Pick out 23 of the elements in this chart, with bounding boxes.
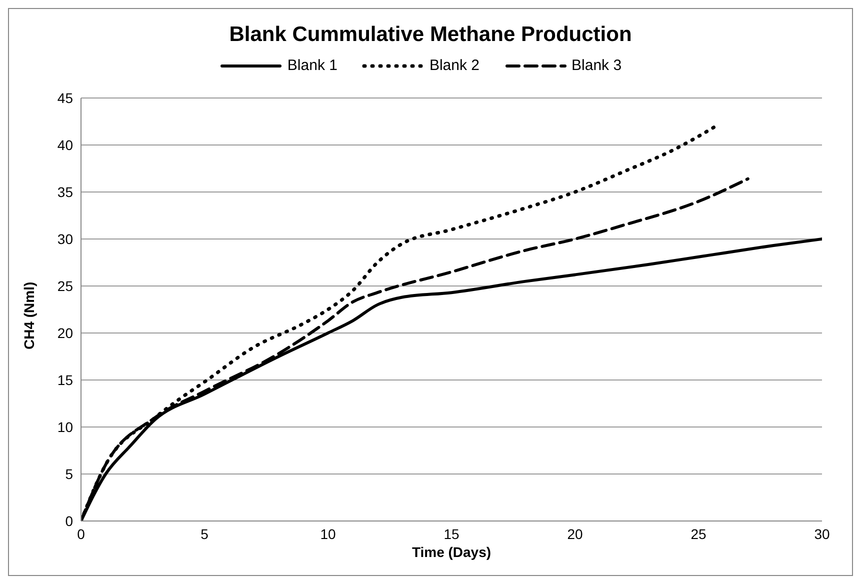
legend-label: Blank 2 (429, 57, 480, 74)
x-tick-label: 10 (320, 526, 336, 542)
x-axis-title: Time (Days) (412, 544, 492, 560)
x-tick-label: 15 (444, 526, 460, 542)
y-tick-label: 30 (57, 230, 74, 247)
y-tick-label: 0 (65, 512, 74, 529)
y-tick-label: 15 (57, 372, 74, 388)
chart-title: Blank Cummulative Methane Production (228, 23, 633, 47)
x-tick-label: 30 (814, 526, 830, 542)
y-tick-label: 10 (57, 418, 74, 435)
y-tick-label: 35 (57, 184, 74, 200)
legend-label: Blank 3 (572, 57, 622, 74)
x-tick-label: 25 (690, 526, 706, 542)
x-tick-label: 5 (200, 526, 209, 542)
y-tick-label: 20 (57, 324, 74, 341)
y-axis-title: CH4 (Nml) (20, 282, 37, 350)
y-tick-label: 25 (57, 278, 74, 294)
x-tick-label: 20 (567, 526, 583, 542)
y-tick-label: 5 (65, 466, 74, 482)
y-tick-label: 45 (57, 90, 74, 106)
legend-label: Blank 1 (287, 57, 338, 74)
y-tick-label: 40 (57, 136, 74, 153)
x-tick-label: 0 (77, 526, 86, 542)
